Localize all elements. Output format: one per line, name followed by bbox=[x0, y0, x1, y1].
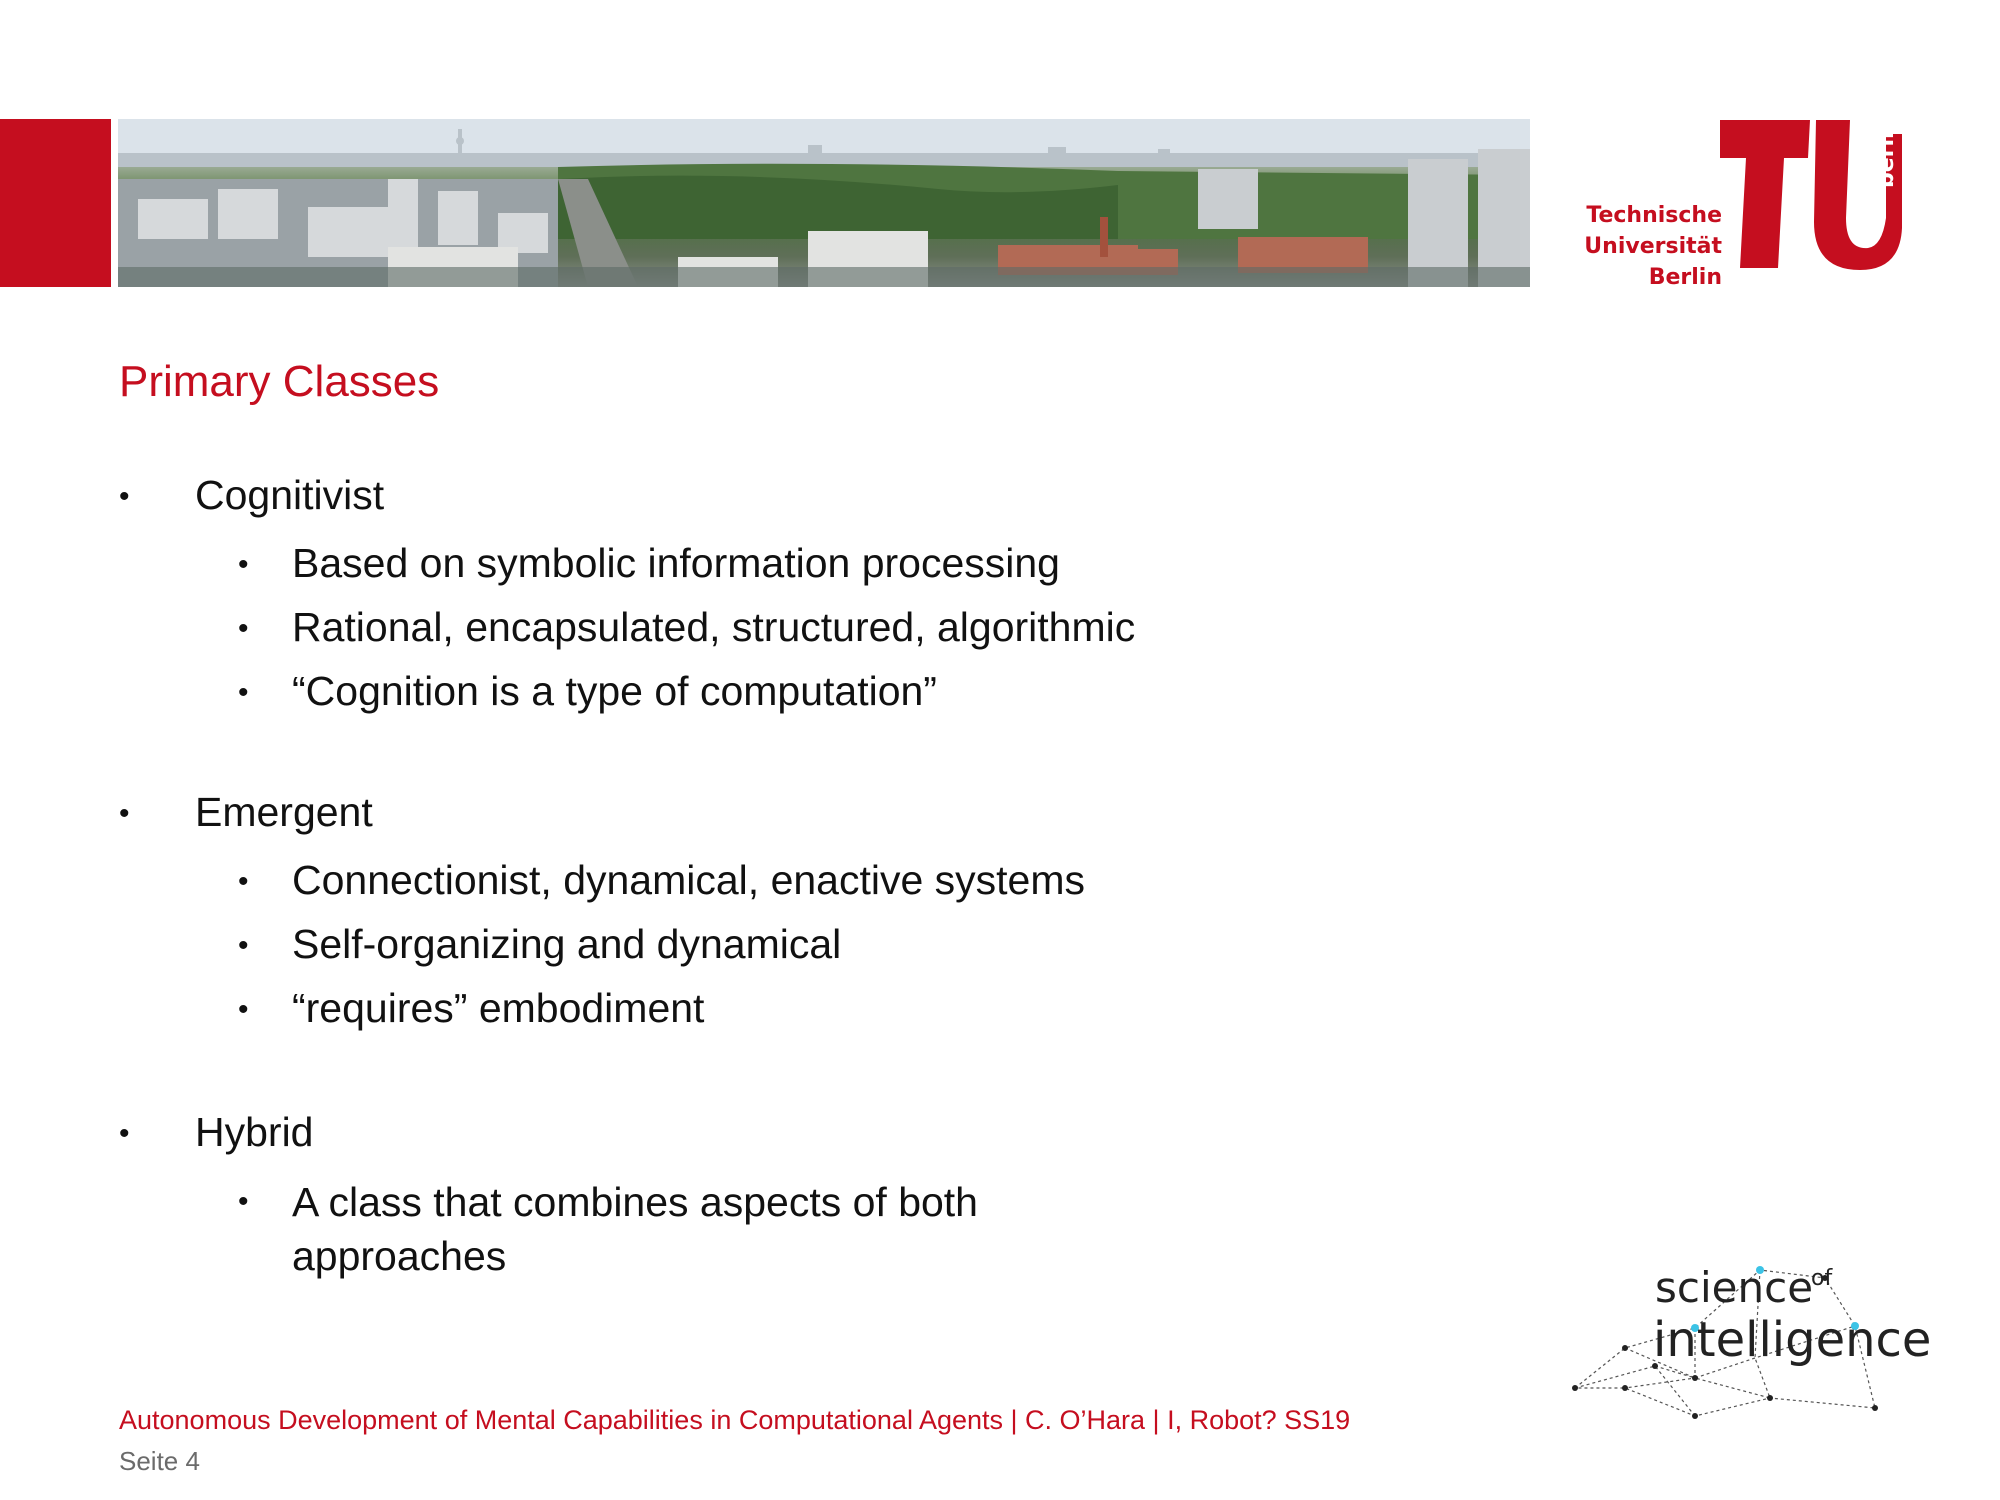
sub-bullet-dot: • bbox=[238, 612, 249, 645]
sub-bullet-dot: • bbox=[238, 865, 249, 898]
list-item: Self-organizing and dynamical bbox=[292, 921, 842, 967]
list-item: “requires” embodiment bbox=[292, 985, 705, 1031]
list-item: A class that combines aspects of both ap… bbox=[292, 1175, 978, 1283]
section-label-emergent: Emergent bbox=[195, 789, 373, 835]
soi-logo-science: science bbox=[1655, 1263, 1814, 1312]
sub-bullet-dot: • bbox=[238, 929, 249, 962]
footer-course-title: Autonomous Development of Mental Capabil… bbox=[119, 1405, 1351, 1435]
list-item: Rational, encapsulated, structured, algo… bbox=[292, 604, 1136, 650]
sub-bullet-dot: • bbox=[238, 548, 249, 581]
section-label-hybrid: Hybrid bbox=[195, 1109, 314, 1155]
list-item: Connectionist, dynamical, enactive syste… bbox=[292, 857, 1086, 903]
header-red-block bbox=[0, 119, 111, 287]
bullet-dot: • bbox=[119, 480, 130, 513]
soi-logo-of: of bbox=[1811, 1266, 1833, 1291]
banner-panorama-image bbox=[118, 119, 1530, 287]
sub-bullet-dot: • bbox=[238, 993, 249, 1026]
tu-logo-berlin-vertical: berlin bbox=[1874, 118, 1899, 188]
bullet-dot: • bbox=[119, 1117, 130, 1150]
section-label-cognitivist: Cognitivist bbox=[195, 472, 385, 518]
slide-title: Primary Classes bbox=[119, 357, 440, 406]
sub-bullet-dot: • bbox=[238, 676, 249, 709]
network-graph-icon bbox=[1572, 1266, 1878, 1419]
tu-logo-word: Berlin bbox=[1648, 265, 1722, 290]
sub-bullet-dot: • bbox=[238, 1185, 249, 1218]
soi-logo-intelligence: intelligence bbox=[1653, 1312, 1932, 1368]
science-of-intelligence-logo: science of intelligence bbox=[1565, 1258, 1931, 1428]
tu-logo-word: Universität bbox=[1584, 234, 1722, 259]
footer-page-number: Seite 4 bbox=[119, 1446, 200, 1476]
list-item: Based on symbolic information processing bbox=[292, 540, 1060, 586]
list-item-line: approaches bbox=[292, 1233, 507, 1279]
list-item: “Cognition is a type of computation” bbox=[292, 668, 937, 714]
tu-logo-words: Technische Universität Berlin bbox=[1582, 200, 1722, 293]
bullet-dot: • bbox=[119, 797, 130, 830]
tu-berlin-logo: Technische Universität Berlin berlin bbox=[1582, 118, 1902, 294]
list-item-line: A class that combines aspects of both bbox=[292, 1179, 978, 1225]
tu-logo-word: Technische bbox=[1586, 203, 1722, 228]
tu-mark-icon: berlin bbox=[1720, 118, 1902, 270]
